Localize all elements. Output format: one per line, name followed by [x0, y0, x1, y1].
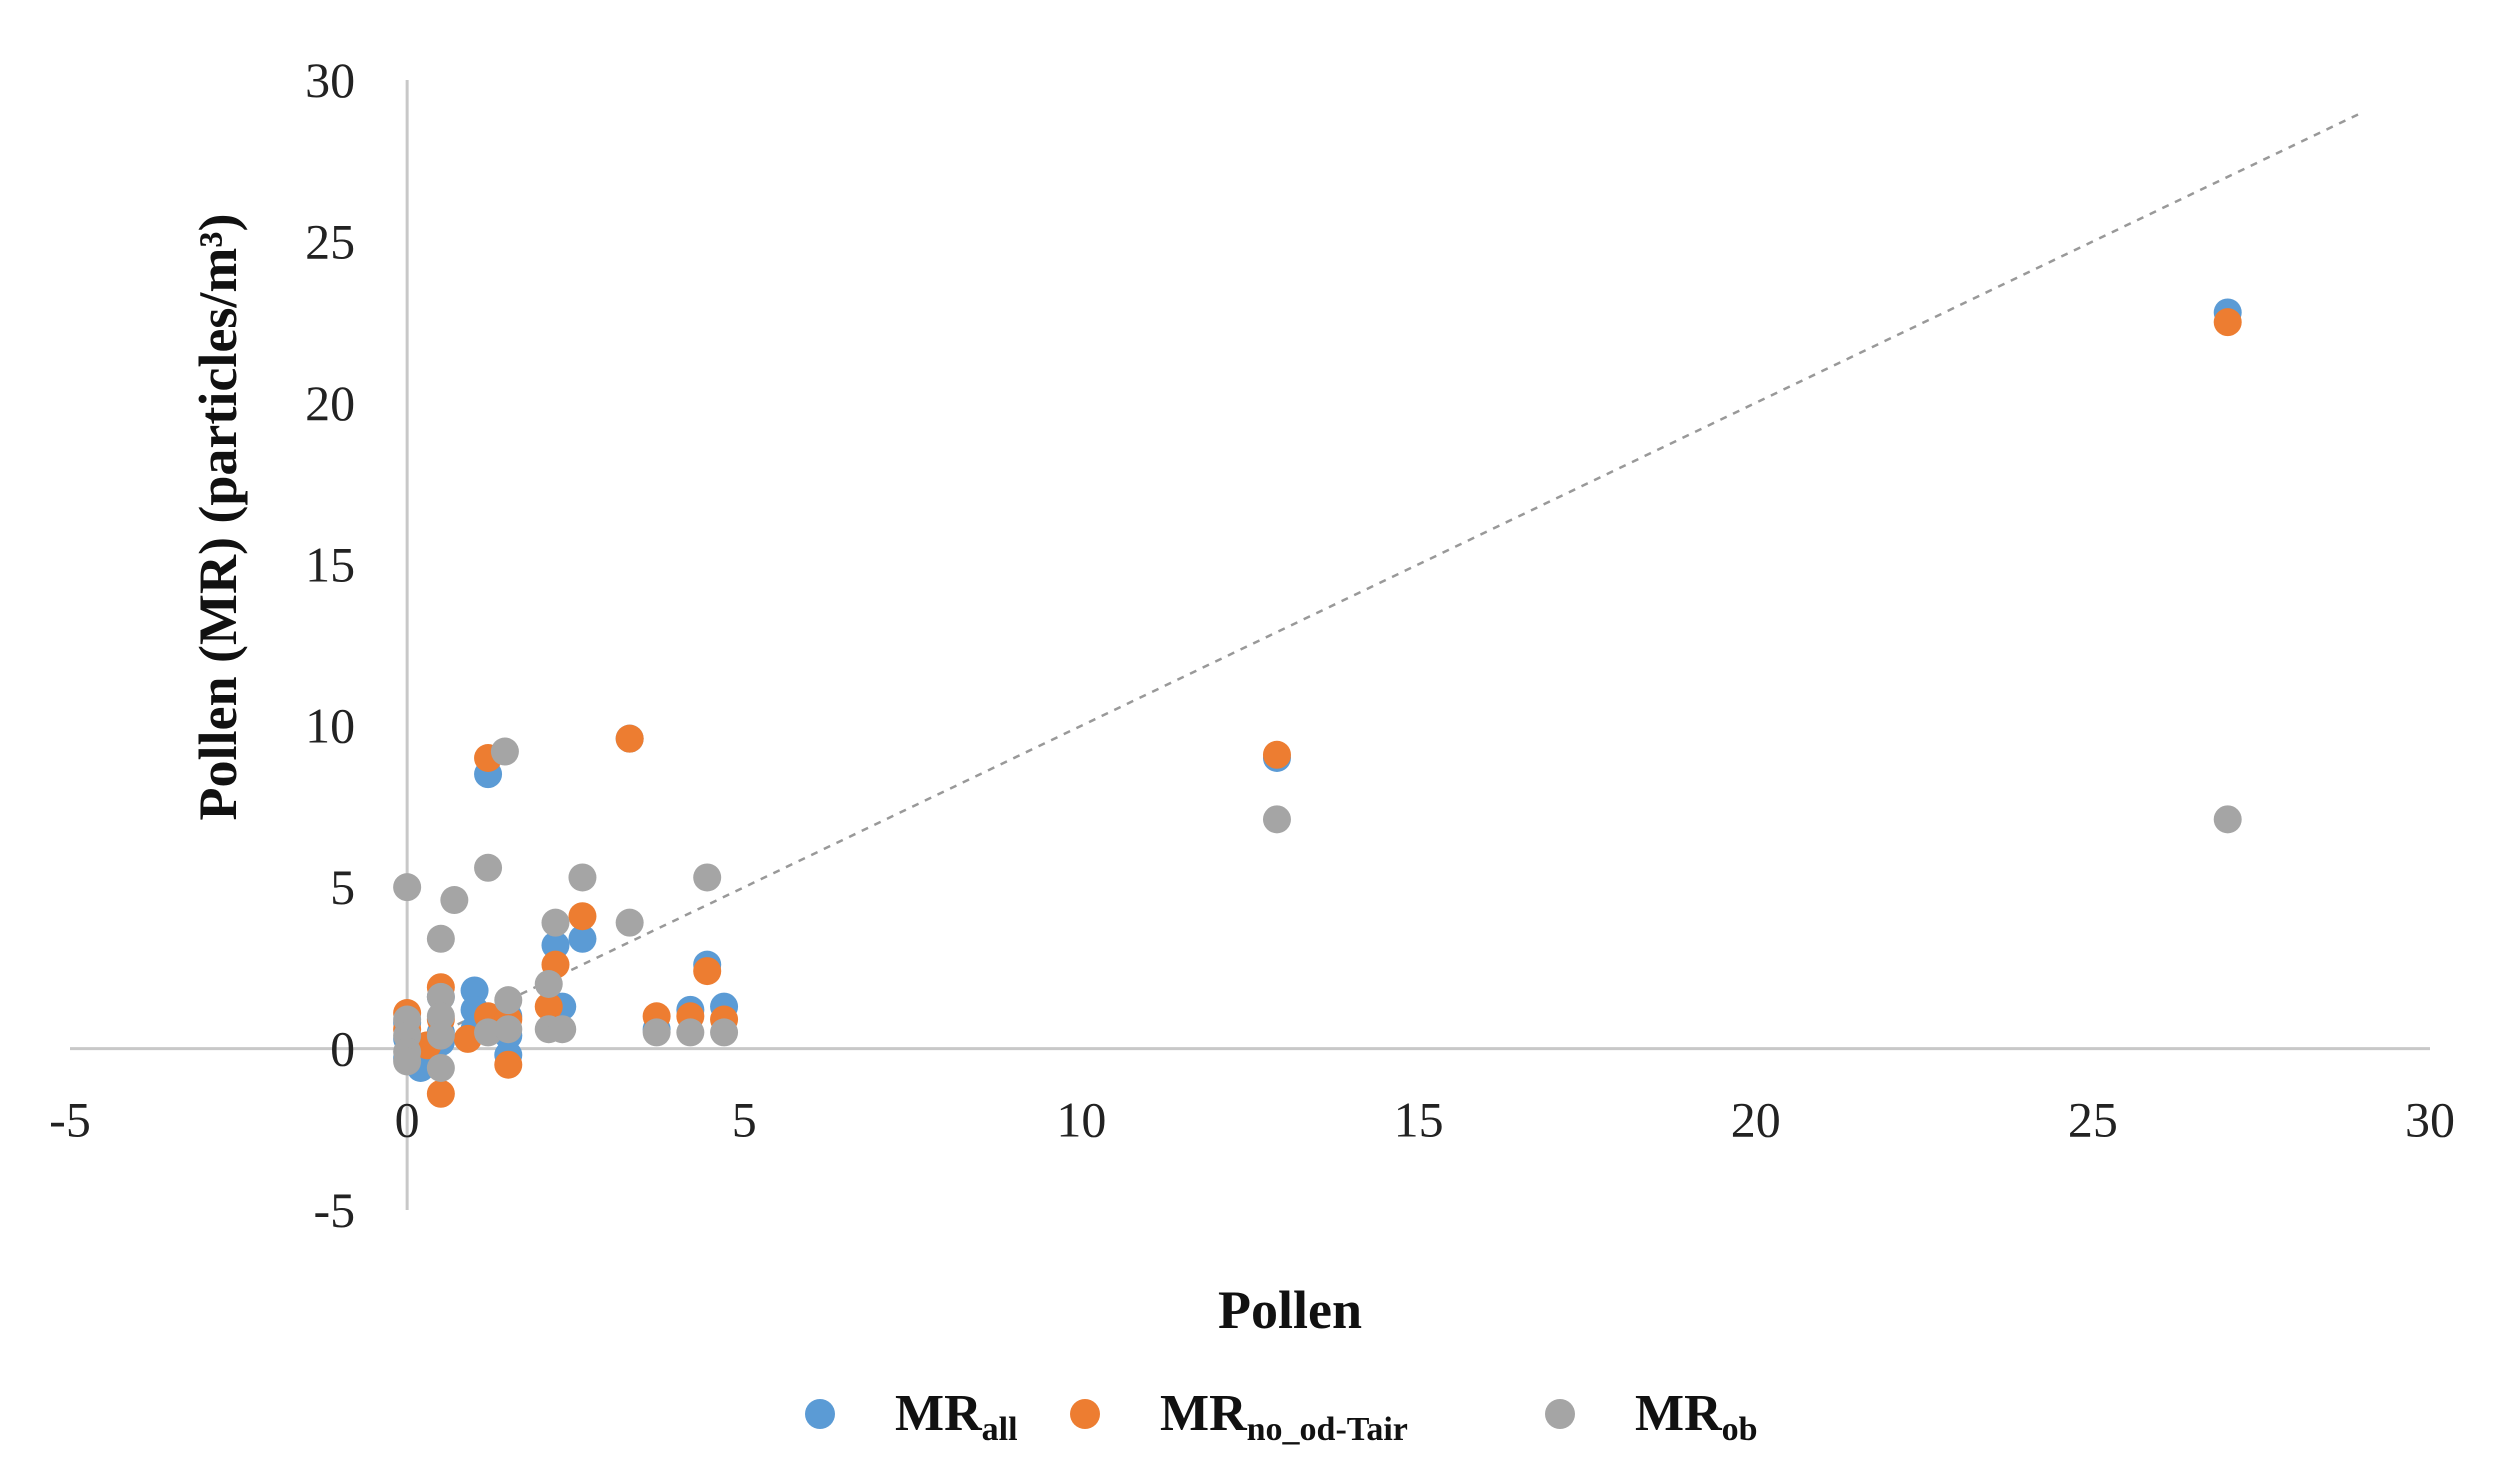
x-tick-label: 15	[1394, 1092, 1444, 1148]
legend: MRall MRno_od-Tair MRob	[805, 1385, 1758, 1448]
y-tick-label: 0	[330, 1021, 355, 1077]
legend-marker	[805, 1399, 835, 1429]
point-MR_all	[460, 976, 489, 1005]
legend-label: MRob	[1635, 1385, 1758, 1448]
y-axis-title: Pollen (MR) (particles/m³)	[188, 214, 248, 821]
point-MR_ob	[676, 1018, 705, 1047]
point-MR_ob	[642, 1018, 671, 1047]
y-tick-label: 25	[305, 213, 355, 269]
data-points	[393, 298, 2242, 1108]
point-MR_ob	[548, 1015, 577, 1044]
x-tick-label: 0	[395, 1092, 420, 1148]
legend-label: MRall	[895, 1385, 1018, 1448]
legend-item-MR_all: MRall	[805, 1385, 1018, 1448]
point-MR_ob	[710, 1018, 739, 1047]
x-tick-label: 25	[2068, 1092, 2118, 1148]
point-MR_ob	[2213, 805, 2242, 834]
series-MR_all	[393, 298, 2242, 1082]
point-MR_ob	[426, 1053, 455, 1082]
x-tick-label: 30	[2405, 1092, 2455, 1148]
legend-item-MR_no_od-Tair: MRno_od-Tair	[1070, 1385, 1408, 1448]
y-tick-label: -5	[313, 1182, 355, 1238]
point-MR_ob	[426, 1002, 455, 1031]
y-tick-label: 20	[305, 375, 355, 431]
point-MR_ob	[615, 908, 644, 937]
legend-marker	[1070, 1399, 1100, 1429]
point-MR_ob	[693, 863, 722, 892]
y-tick-label: 5	[330, 859, 355, 915]
point-MR_no_od-Tair	[1262, 740, 1291, 769]
point-MR_ob	[541, 908, 570, 937]
point-MR_ob	[494, 1015, 523, 1044]
point-MR_all	[568, 924, 597, 953]
point-MR_ob	[426, 982, 455, 1011]
point-MR_ob	[393, 873, 422, 902]
point-MR_ob	[494, 986, 523, 1015]
point-MR_no_od-Tair	[693, 957, 722, 986]
x-tick-label: 20	[1731, 1092, 1781, 1148]
x-tick-labels: -5 0 5 10 15 20 25 30	[49, 1092, 2455, 1148]
point-MR_ob	[474, 853, 503, 882]
point-MR_no_od-Tair	[426, 1079, 455, 1108]
x-axis-title: Pollen	[1218, 1280, 1362, 1340]
point-MR_ob	[440, 886, 469, 915]
x-tick-label: -5	[49, 1092, 91, 1148]
y-tick-label: 10	[305, 698, 355, 754]
point-MR_no_od-Tair	[494, 1050, 523, 1079]
y-tick-label: 15	[305, 536, 355, 592]
point-MR_ob	[393, 1047, 422, 1076]
x-tick-label: 10	[1056, 1092, 1106, 1148]
y-tick-label: 30	[305, 52, 355, 108]
reference-line	[406, 111, 2364, 1050]
point-MR_ob	[426, 1021, 455, 1050]
series-MR_ob	[393, 737, 2242, 1082]
legend-marker	[1545, 1399, 1575, 1429]
point-MR_ob	[1262, 805, 1291, 834]
point-MR_ob	[426, 924, 455, 953]
point-MR_ob	[568, 863, 597, 892]
legend-item-MR_ob: MRob	[1545, 1385, 1758, 1448]
point-MR_ob	[534, 970, 563, 998]
point-MR_no_od-Tair	[2213, 308, 2242, 337]
y-tick-labels: -5 0 5 10 15 20 25 30	[305, 52, 355, 1238]
point-MR_no_od-Tair	[534, 992, 563, 1021]
legend-label: MRno_od-Tair	[1160, 1385, 1408, 1448]
point-MR_no_od-Tair	[615, 724, 644, 753]
point-MR_all	[541, 931, 570, 960]
x-tick-label: 5	[732, 1092, 757, 1148]
point-MR_no_od-Tair	[568, 902, 597, 931]
series-MR_no_od-Tair	[393, 308, 2242, 1108]
point-MR_ob	[490, 737, 519, 766]
